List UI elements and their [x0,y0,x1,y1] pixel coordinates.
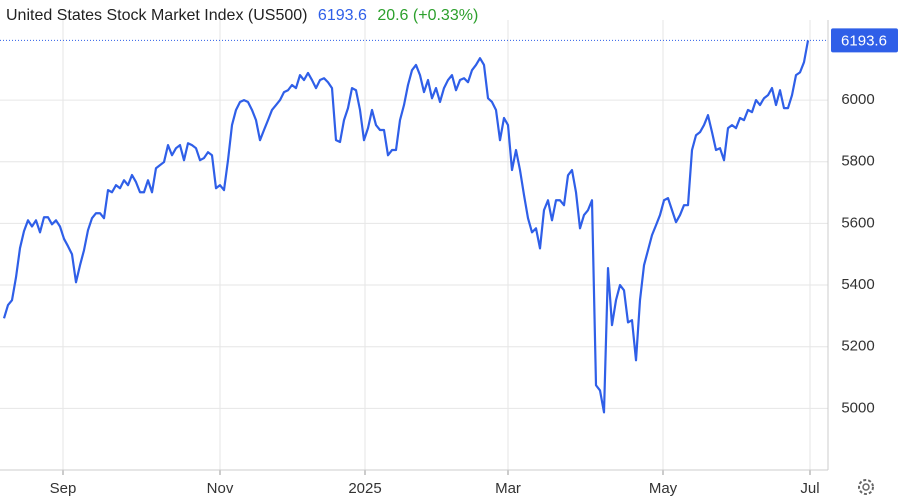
price-line [2,40,810,414]
x-tick-label: Mar [495,480,521,497]
y-tick-label: 5000 [841,399,874,416]
gear-outer [858,479,874,495]
grid [0,20,828,470]
last-price-box [831,28,898,53]
y-tick-label: 5600 [841,214,874,231]
x-tick-label: Jul [800,480,819,497]
current-price: 6193.6 [318,7,367,24]
y-tick-label: 5200 [841,338,874,355]
last-price-label: 6193.6 [841,32,887,49]
price-change: 20.6 (+0.33%) [377,7,478,24]
chart-header: United States Stock Market Index (US500)… [6,7,478,24]
x-tick-label: Sep [50,480,77,497]
settings-icon[interactable] [858,479,874,495]
chart-title: United States Stock Market Index (US500) [6,7,307,24]
y-tick-label: 6000 [841,91,874,108]
x-tick-label: May [649,480,678,497]
x-tick-label: 2025 [348,480,381,497]
gear-inner [862,483,870,491]
y-tick-label: 5400 [841,276,874,293]
y-tick-label: 5800 [841,153,874,170]
x-tick-label: Nov [207,480,234,497]
